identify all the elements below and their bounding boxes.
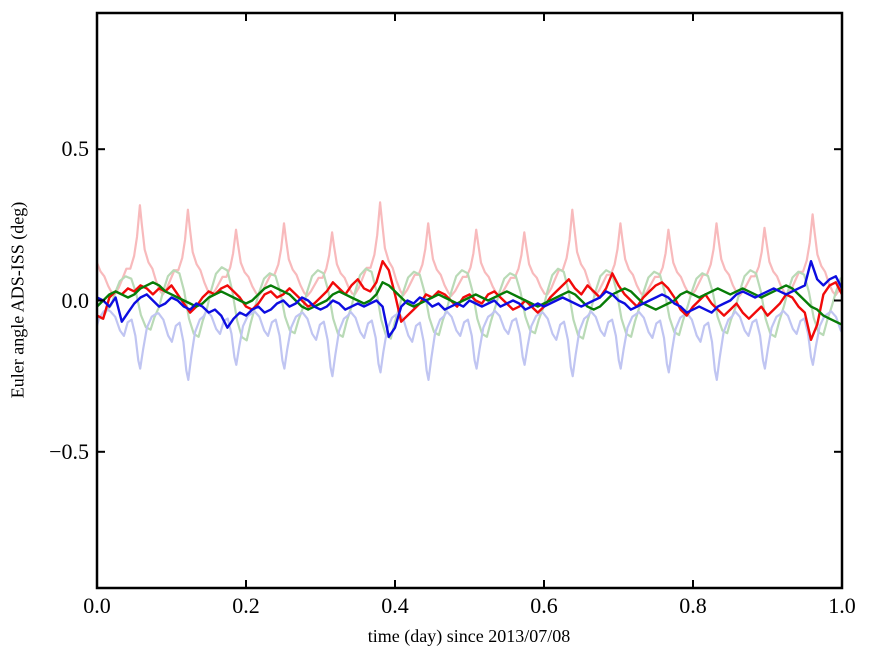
y-tick-label: −0.5 — [49, 438, 89, 464]
series-red-line — [97, 260, 842, 341]
series-red-faded-line — [97, 201, 842, 298]
series-green-line — [97, 281, 842, 326]
x-tick-label: 0.8 — [679, 593, 707, 618]
series-blue-faded-line — [97, 308, 842, 381]
x-tick-label: 0.6 — [530, 593, 558, 618]
y-tick-label: 0.5 — [61, 136, 90, 162]
x-tick-label: 0.4 — [381, 593, 409, 618]
x-tick-label: 0.2 — [232, 593, 260, 618]
y-tick-label: 0.0 — [61, 287, 90, 313]
x-tick-label: 0.0 — [83, 593, 111, 618]
x-axis-label: time (day) since 2013/07/08 — [367, 626, 571, 646]
series-blue-line — [97, 260, 842, 338]
x-tick-label: 1.0 — [828, 593, 856, 618]
